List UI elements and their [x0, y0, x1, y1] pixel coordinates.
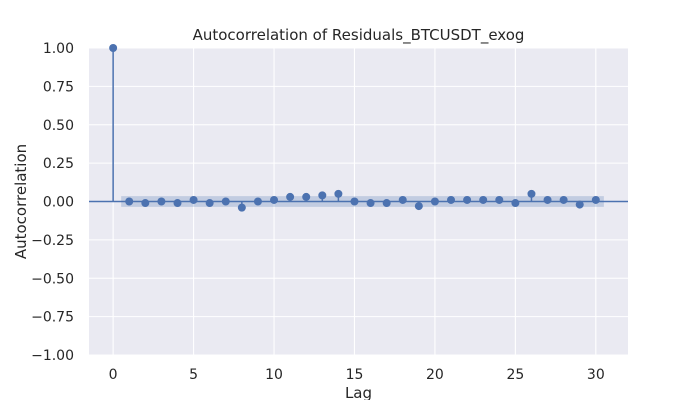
- acf-point: [286, 193, 294, 201]
- acf-point: [463, 196, 471, 204]
- y-tick-label: 0.75: [43, 79, 74, 95]
- acf-point: [190, 196, 198, 204]
- acf-point: [302, 193, 310, 201]
- acf-point: [254, 198, 262, 206]
- acf-point: [206, 199, 214, 207]
- acf-point: [415, 202, 423, 210]
- acf-point: [495, 196, 503, 204]
- x-tick-label: 0: [109, 367, 118, 383]
- y-tick-label: −0.25: [31, 233, 74, 249]
- y-tick-label: 0.50: [43, 118, 74, 134]
- y-tick-labels: 1.00 0.75 0.50 0.25 0.00 −0.25 −0.50 −0.75 −1.00: [31, 41, 74, 364]
- acf-point: [511, 199, 519, 207]
- x-tick-label: 5: [189, 367, 198, 383]
- acf-point: [447, 196, 455, 204]
- x-tick-labels: 0 5 10 15 20 25 30: [109, 367, 605, 383]
- x-tick-label: 10: [265, 367, 283, 383]
- acf-point: [238, 204, 246, 212]
- acf-point: [367, 199, 375, 207]
- y-tick-label: −1.00: [31, 348, 74, 364]
- acf-point: [399, 196, 407, 204]
- acf-point: [141, 199, 149, 207]
- acf-point: [350, 198, 358, 206]
- y-tick-label: −0.75: [31, 310, 74, 326]
- acf-point: [318, 191, 326, 199]
- acf-point: [527, 190, 535, 198]
- x-tick-label: 30: [587, 367, 605, 383]
- acf-point: [576, 201, 584, 209]
- acf-point: [592, 196, 600, 204]
- acf-point: [109, 44, 117, 52]
- acf-point: [222, 198, 230, 206]
- x-tick-label: 15: [346, 367, 364, 383]
- acf-point: [125, 198, 133, 206]
- y-tick-label: −0.50: [31, 271, 74, 287]
- y-tick-label: 0.00: [43, 195, 74, 211]
- acf-point: [173, 199, 181, 207]
- acf-point: [383, 199, 391, 207]
- x-tick-label: 20: [426, 367, 444, 383]
- acf-point: [334, 190, 342, 198]
- chart-title: Autocorrelation of Residuals_BTCUSDT_exo…: [193, 26, 525, 45]
- acf-point: [157, 198, 165, 206]
- acf-point: [431, 198, 439, 206]
- x-tick-label: 25: [506, 367, 524, 383]
- x-axis-label: Lag: [345, 384, 372, 400]
- acf-point: [479, 196, 487, 204]
- y-axis-label: Autocorrelation: [12, 144, 30, 259]
- acf-point: [560, 196, 568, 204]
- acf-point: [270, 196, 278, 204]
- y-tick-label: 0.25: [43, 156, 74, 172]
- acf-point: [544, 196, 552, 204]
- y-tick-label: 1.00: [43, 41, 74, 57]
